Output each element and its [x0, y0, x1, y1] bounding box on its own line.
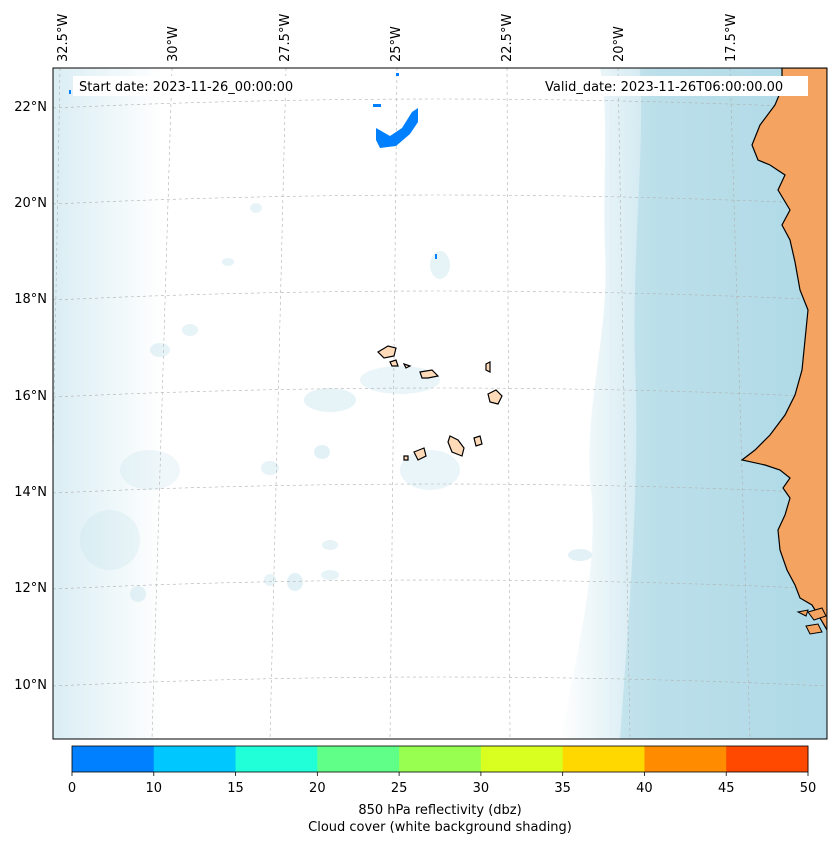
start-date-label: Start date: 2023-11-26_00:00:00 [79, 80, 293, 95]
colorbar-tick-label: 0 [68, 781, 76, 796]
cloud-cover-shading [53, 68, 827, 739]
colorbar-tick-label: 15 [227, 781, 244, 796]
colorbar: 0 10 15 20 25 30 35 40 45 50 850 hPa reflectivity… [68, 745, 816, 835]
lat-label: 10°N [14, 678, 47, 693]
lon-label: 32.5°W [56, 14, 71, 62]
lat-label: 12°N [14, 581, 47, 596]
lon-label: 22.5°W [500, 14, 515, 62]
start-date-box [73, 76, 313, 96]
colorbar-segment [644, 746, 727, 772]
colorbar-segment [480, 746, 564, 772]
colorbar-segment [726, 746, 809, 772]
longitude-labels: 32.5°W 30°W 27.5°W 25°W 22.5°W 20°W 17.5… [56, 14, 739, 62]
map-frame [52, 67, 828, 740]
africa-land [740, 68, 827, 632]
reflectivity-echo-small [373, 104, 381, 107]
colorbar-segment [235, 746, 318, 772]
lat-label: 18°N [14, 292, 47, 307]
colorbar-segment [72, 746, 155, 772]
reflectivity-echo-small [396, 73, 399, 76]
bissau-islands [796, 607, 827, 635]
lat-label: 22°N [14, 100, 47, 115]
latitude-labels: 22°N 20°N 18°N 16°N 14°N 12°N 10°N [14, 100, 47, 693]
colorbar-frame [71, 745, 809, 773]
map-panel: Start date: 2023-11-26_00:00:00 Valid_da… [52, 67, 828, 740]
colorbar-segment [562, 746, 645, 772]
colorbar-tick-label: 20 [309, 781, 326, 796]
colorbar-segments [72, 746, 809, 772]
colorbar-tick-label: 40 [636, 781, 653, 796]
lat-label: 14°N [14, 485, 47, 500]
reflectivity-echoes [69, 73, 437, 259]
lon-label: 20°W [612, 26, 627, 62]
colorbar-segment [153, 746, 237, 772]
graticule [53, 68, 827, 739]
cape-verde-islands [377, 345, 503, 461]
lat-label: 16°N [14, 389, 47, 404]
lat-label: 20°N [14, 196, 47, 211]
lon-label: 25°W [389, 26, 404, 62]
reflectivity-echo-north [376, 108, 418, 148]
colorbar-tick-label: 50 [800, 781, 817, 796]
colorbar-ticks: 0 10 15 20 25 30 35 40 45 50 [68, 772, 816, 796]
colorbar-segment [399, 746, 482, 772]
colorbar-label: 850 hPa reflectivity (dbz) [358, 803, 521, 818]
reflectivity-echo-small [435, 254, 437, 259]
colorbar-tick-label: 30 [473, 781, 490, 796]
colorbar-tick-label: 35 [554, 781, 571, 796]
lon-label: 17.5°W [724, 14, 739, 62]
colorbar-tick-label: 45 [718, 781, 735, 796]
colorbar-tick-label: 10 [146, 781, 163, 796]
colorbar-sublabel: Cloud cover (white background shading) [308, 820, 572, 835]
lon-label: 30°W [166, 26, 181, 62]
reflectivity-echo-small [69, 90, 71, 94]
lon-label: 27.5°W [278, 14, 293, 62]
colorbar-tick-label: 25 [391, 781, 408, 796]
valid-date-box [538, 76, 808, 96]
valid-date-label: Valid_date: 2023-11-26T06:00:00.00 [545, 80, 783, 95]
colorbar-segment [317, 746, 400, 772]
